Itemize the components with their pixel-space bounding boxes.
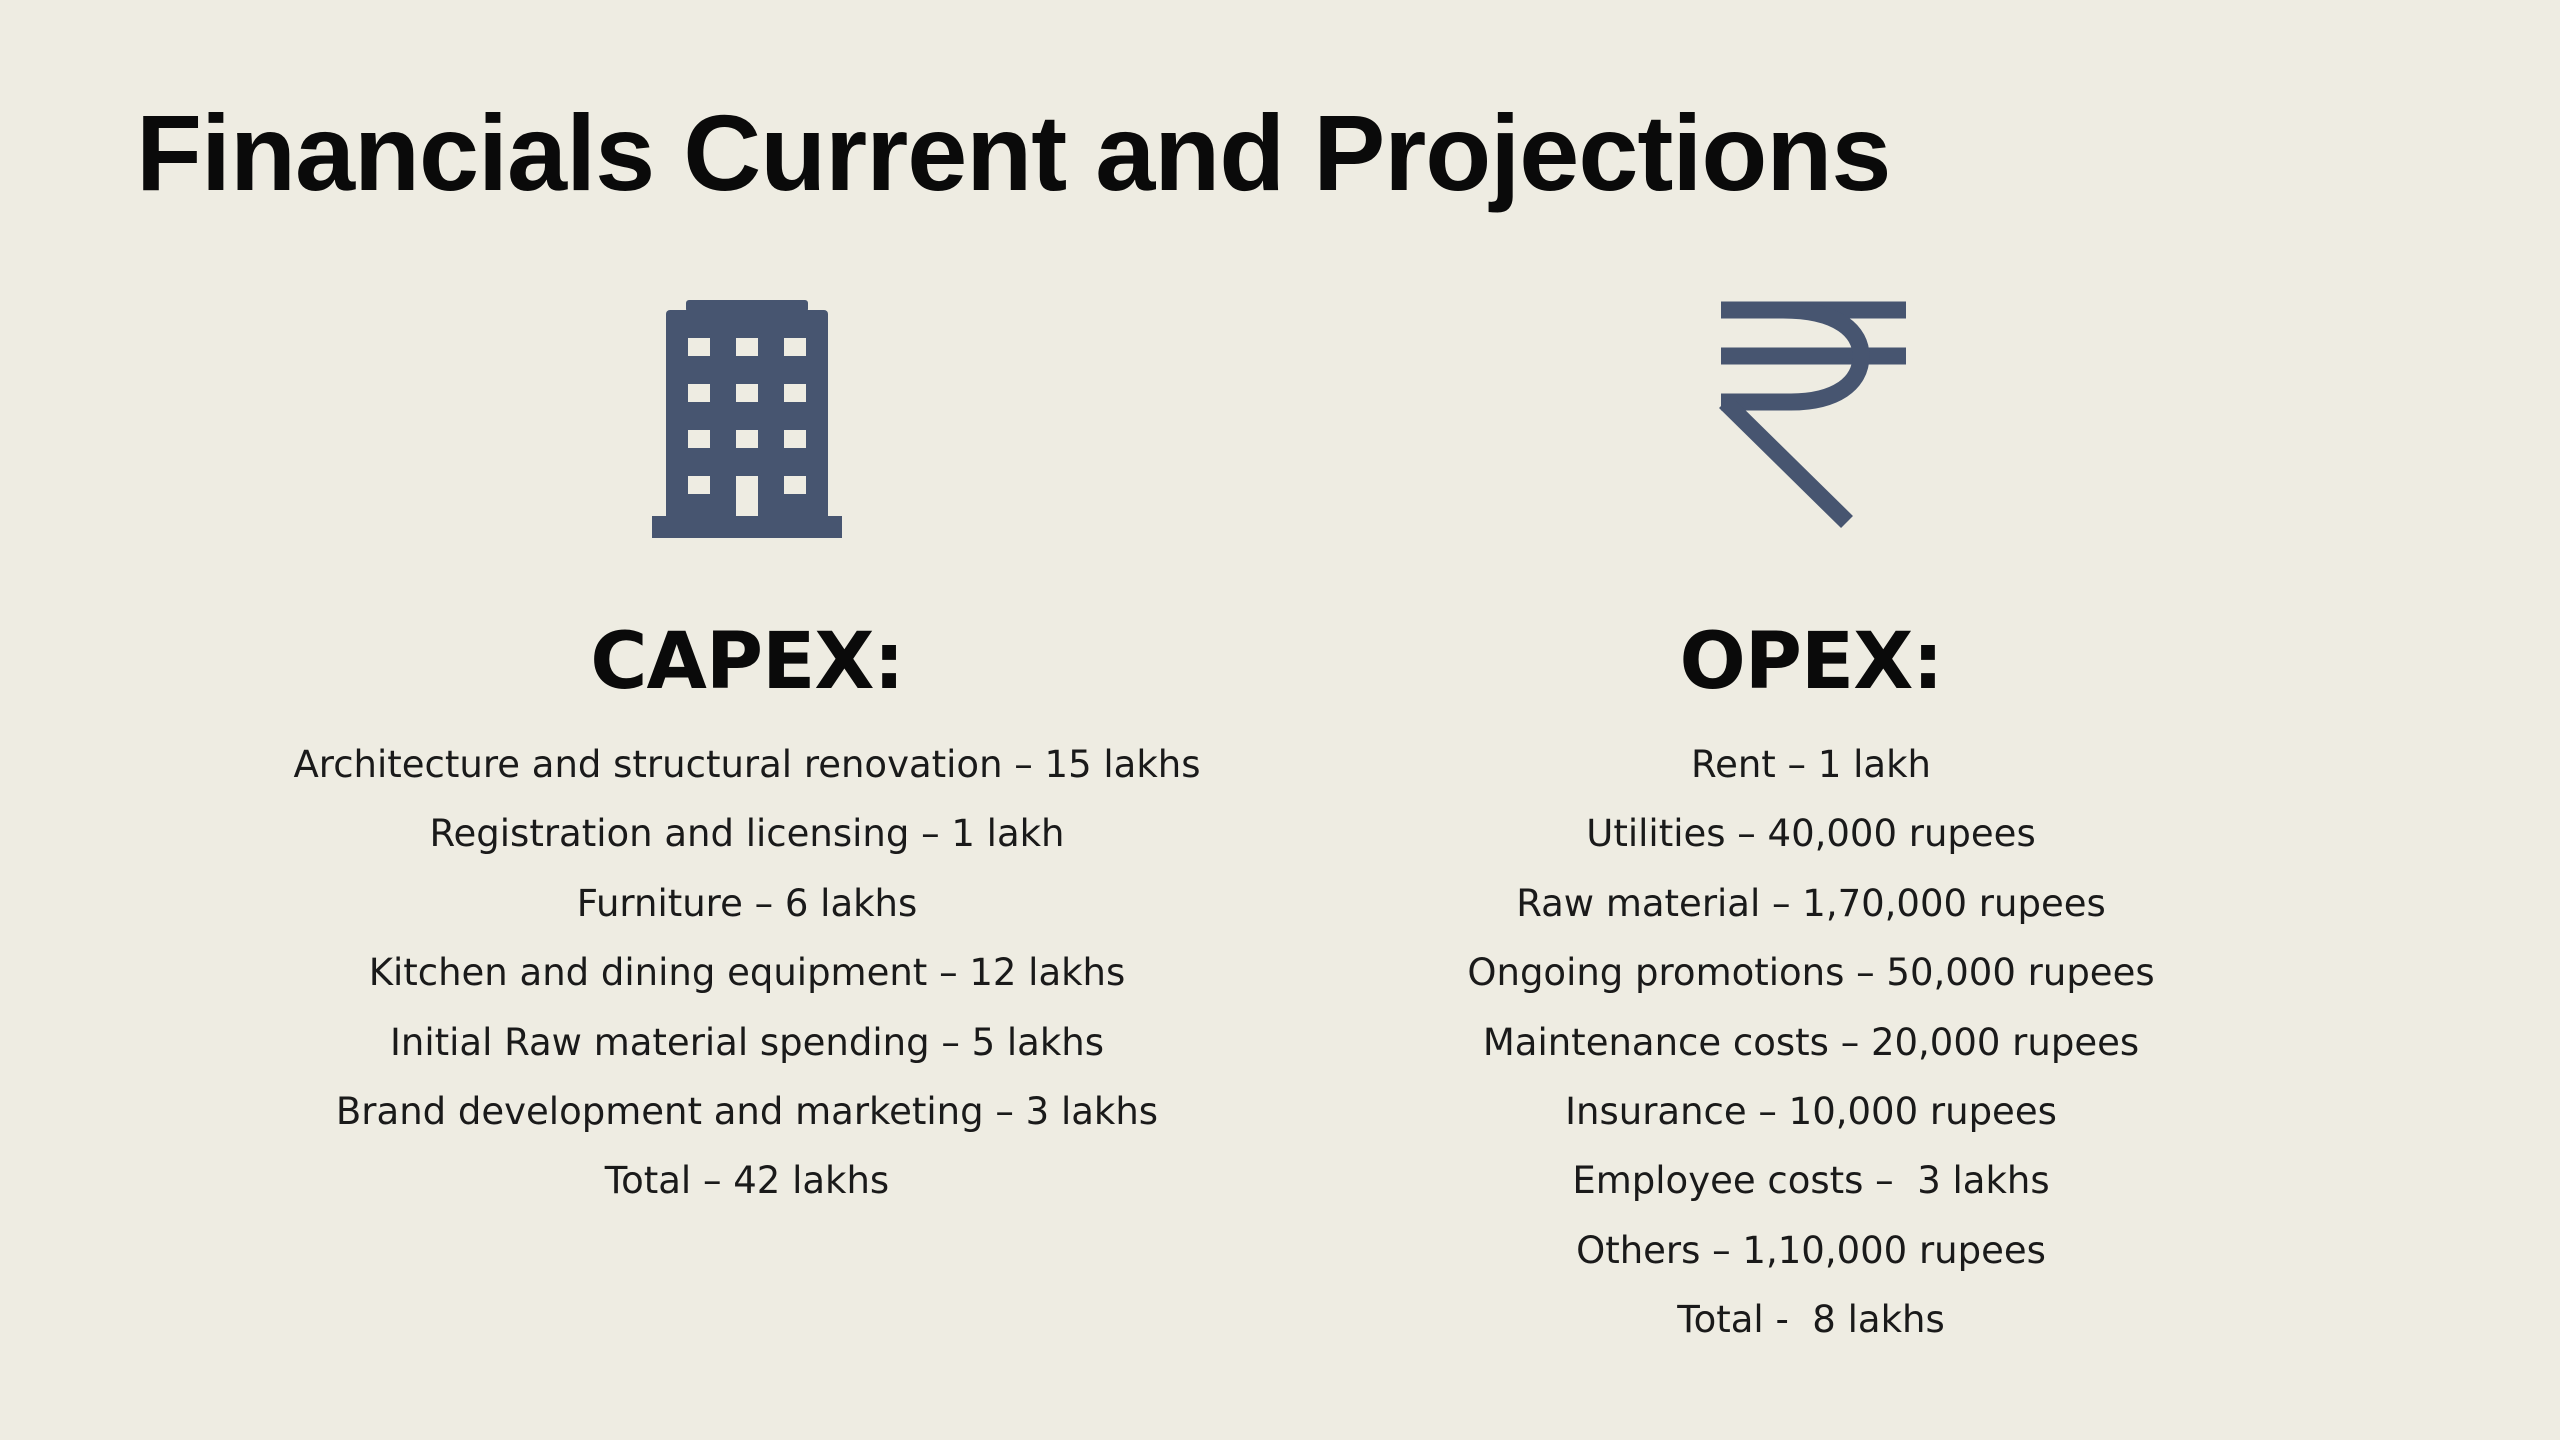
list-item: Registration and licensing – 1 lakh [429, 812, 1065, 856]
list-item: Insurance – 10,000 rupees [1565, 1090, 2057, 1134]
list-item: Raw material – 1,70,000 rupees [1516, 881, 2106, 925]
slide-title: Financials Current and Projections [136, 92, 1891, 213]
list-item: Initial Raw material spending – 5 lakhs [389, 1020, 1105, 1064]
list-item: Others – 1,10,000 rupees [1576, 1228, 2046, 1272]
list-item: Total – 42 lakhs [604, 1159, 890, 1203]
capex-heading: CAPEX: [590, 617, 904, 707]
opex-list: Rent – 1 lakh Utilities – 40,000 rupees … [1311, 730, 2311, 1355]
list-item: Kitchen and dining equipment – 12 lakhs [368, 951, 1126, 995]
list-item: Furniture – 6 lakhs [576, 881, 918, 925]
capex-list: Architecture and structural renovation –… [247, 730, 1247, 1216]
list-item: Architecture and structural renovation –… [293, 743, 1201, 786]
opex-icon-wrap [1311, 290, 2311, 550]
rupee-icon [1719, 301, 1906, 529]
list-item: Brand development and marketing – 3 lakh… [335, 1090, 1159, 1134]
building-icon [652, 300, 842, 538]
list-item: Maintenance costs – 20,000 rupees [1482, 1020, 2140, 1064]
capex-column: CAPEX: Architecture and structural renov… [247, 290, 1247, 1202]
list-item: Total - 8 lakhs [1677, 1298, 1945, 1342]
opex-heading: OPEX: [1679, 617, 1943, 707]
list-item: Employee costs – 3 lakhs [1572, 1159, 2050, 1203]
opex-column: OPEX: Rent – 1 lakh Utilities – 40,000 r… [1311, 290, 2311, 1341]
list-item: Rent – 1 lakh [1691, 743, 1931, 786]
list-item: Utilities – 40,000 rupees [1586, 812, 2036, 856]
list-item: Ongoing promotions – 50,000 rupees [1467, 951, 2155, 995]
capex-icon-wrap [247, 290, 1247, 550]
